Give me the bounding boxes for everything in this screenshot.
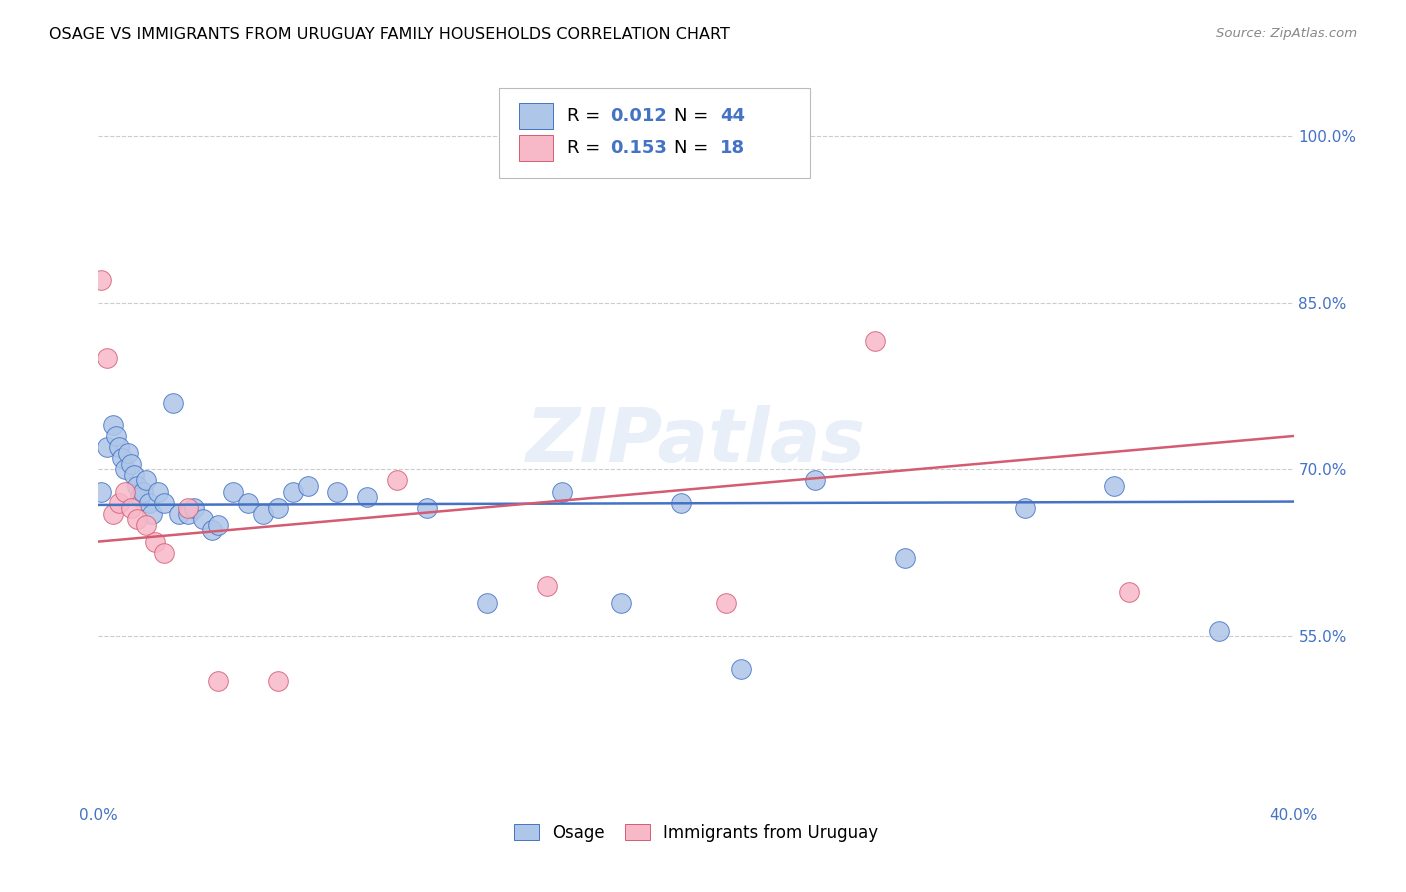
Point	[475, 596, 498, 610]
Point	[550, 484, 572, 499]
FancyBboxPatch shape	[499, 87, 810, 178]
Point	[103, 507, 125, 521]
Point	[135, 517, 157, 532]
Point	[105, 429, 128, 443]
FancyBboxPatch shape	[519, 136, 553, 161]
Text: R =: R =	[567, 139, 606, 157]
Text: 0.153: 0.153	[610, 139, 666, 157]
Legend: Osage, Immigrants from Uruguay: Osage, Immigrants from Uruguay	[508, 817, 884, 848]
Point	[114, 462, 136, 476]
Point	[267, 673, 290, 688]
Point	[416, 501, 439, 516]
Point	[865, 334, 887, 349]
Point	[177, 507, 200, 521]
Point	[236, 496, 259, 510]
Text: ZIPatlas: ZIPatlas	[526, 405, 866, 478]
Point	[281, 484, 304, 499]
Text: 44: 44	[720, 107, 745, 126]
Point	[730, 662, 752, 676]
Point	[127, 479, 149, 493]
Point	[1118, 584, 1140, 599]
Text: 18: 18	[720, 139, 745, 157]
Point	[143, 534, 166, 549]
Text: N =: N =	[675, 107, 714, 126]
Point	[201, 524, 224, 538]
Point	[111, 451, 134, 466]
Point	[326, 484, 349, 499]
Point	[127, 512, 149, 526]
Point	[536, 579, 558, 593]
Point	[297, 479, 319, 493]
Point	[153, 496, 176, 510]
Point	[167, 507, 190, 521]
Text: Source: ZipAtlas.com: Source: ZipAtlas.com	[1216, 27, 1357, 40]
Text: R =: R =	[567, 107, 606, 126]
Point	[120, 501, 142, 516]
Point	[385, 474, 409, 488]
Point	[108, 496, 131, 510]
Point	[669, 496, 692, 510]
Point	[1208, 624, 1230, 638]
Text: N =: N =	[675, 139, 714, 157]
Text: OSAGE VS IMMIGRANTS FROM URUGUAY FAMILY HOUSEHOLDS CORRELATION CHART: OSAGE VS IMMIGRANTS FROM URUGUAY FAMILY …	[49, 27, 730, 42]
Point	[356, 490, 378, 504]
Point	[141, 507, 163, 521]
Point	[804, 474, 827, 488]
Point	[117, 445, 139, 459]
Point	[90, 484, 112, 499]
Point	[894, 551, 917, 566]
Point	[90, 273, 112, 287]
Point	[120, 457, 142, 471]
Point	[138, 496, 160, 510]
Point	[162, 395, 184, 409]
FancyBboxPatch shape	[519, 103, 553, 129]
Point	[148, 484, 170, 499]
Point	[207, 517, 229, 532]
Point	[177, 501, 200, 516]
Point	[252, 507, 274, 521]
Point	[714, 596, 737, 610]
Point	[207, 673, 229, 688]
Point	[132, 484, 155, 499]
Point	[153, 546, 176, 560]
Point	[222, 484, 245, 499]
Point	[103, 417, 125, 432]
Point	[96, 440, 118, 454]
Point	[124, 467, 146, 482]
Point	[1014, 501, 1036, 516]
Point	[183, 501, 205, 516]
Point	[610, 596, 633, 610]
Point	[267, 501, 290, 516]
Point	[191, 512, 214, 526]
Text: 0.012: 0.012	[610, 107, 666, 126]
Point	[96, 351, 118, 366]
Point	[1104, 479, 1126, 493]
Point	[135, 474, 157, 488]
Point	[114, 484, 136, 499]
Point	[108, 440, 131, 454]
Point	[129, 490, 152, 504]
